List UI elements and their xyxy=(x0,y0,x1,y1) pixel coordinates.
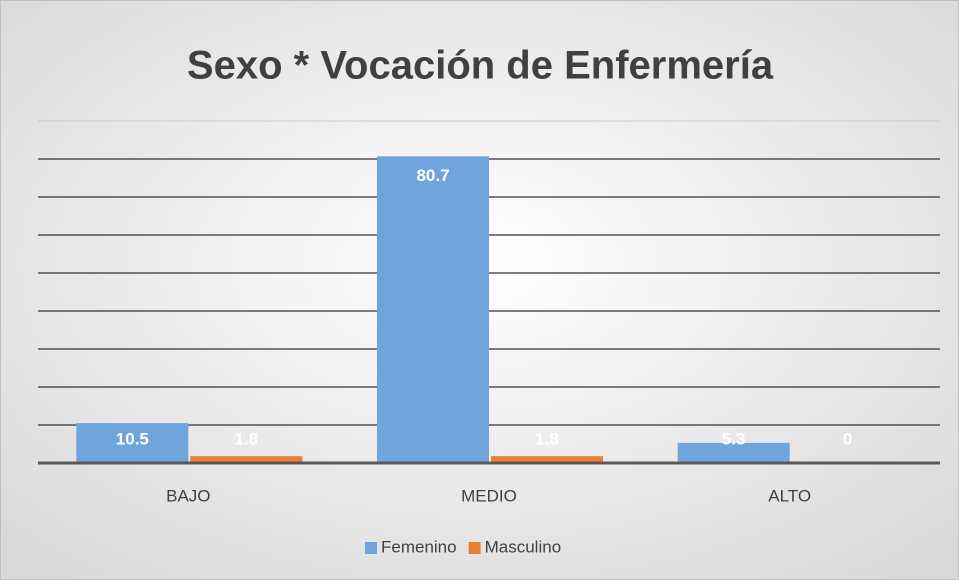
bar xyxy=(76,423,189,463)
data-label: 1.8 xyxy=(235,429,259,448)
bar xyxy=(190,456,303,463)
chart-title: Sexo * Vocación de Enfermería xyxy=(187,44,774,88)
data-label: 10.5 xyxy=(116,429,149,448)
x-tick-label: MEDIO xyxy=(461,486,517,505)
legend-swatch xyxy=(365,542,377,554)
data-label: 1.8 xyxy=(535,429,559,448)
bar xyxy=(377,156,489,463)
data-label: 80.7 xyxy=(416,166,449,185)
bar xyxy=(491,456,603,463)
legend-label: Femenino xyxy=(381,537,457,556)
bar xyxy=(677,442,790,463)
legend-swatch xyxy=(468,542,481,554)
x-tick-label: BAJO xyxy=(166,486,210,505)
legend-label: Masculino xyxy=(485,537,562,556)
data-label: 0 xyxy=(843,429,852,448)
x-tick-label: ALTO xyxy=(768,486,811,505)
data-label: 5.3 xyxy=(722,429,746,448)
